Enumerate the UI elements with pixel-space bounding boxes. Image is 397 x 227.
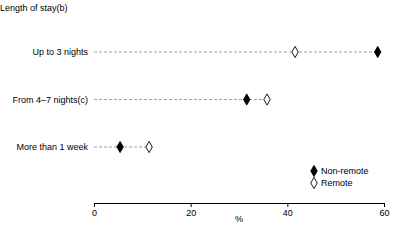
x-tick: 0 [92,203,97,218]
y-axis: Up to 3 nights From 4–7 nights(c) More tha… [12,47,88,152]
x-axis-title: % [235,214,243,224]
y-tick-label: From 4–7 nights(c) [12,95,88,105]
chart: Length of stay(b) 0 20 40 60% Up to 3 nights F… [0,0,397,227]
markers [117,46,381,152]
series [117,46,381,152]
legend-label: Non-remote [321,166,369,176]
x-tick-mark [384,203,385,207]
x-tick: 20 [186,203,196,218]
legend: Non-remote Remote [311,165,369,188]
y-tick-label: More than 1 week [16,142,88,152]
x-tick-mark [287,203,288,207]
series [146,46,298,152]
y-axis-title: Length of stay(b) [0,3,68,13]
dot [146,141,152,152]
y-tick: More than 1 week [16,142,88,152]
y-tick: From 4–7 nights(c) [12,95,88,105]
leader-line [94,99,267,100]
x-tick-mark [94,203,95,207]
dot [292,46,298,57]
dot [264,94,270,105]
dot [374,46,380,57]
leader-lines [94,52,378,147]
x-tick-mark [191,203,192,207]
leader-line [94,52,378,53]
dot [244,94,250,105]
x-tick-label: 20 [186,208,196,218]
legend-marker [311,165,317,176]
x-tick: 60 [379,203,389,218]
legend-label: Remote [321,178,353,188]
x-axis-line [95,204,385,208]
y-tick-label: Up to 3 nights [32,47,88,57]
x-tick-label: 0 [92,208,97,218]
legend-marker [311,177,317,188]
x-tick: 40 [283,203,293,218]
x-tick-label: 60 [379,208,389,218]
y-tick: Up to 3 nights [32,47,88,57]
dot [117,141,123,152]
x-tick-label: 40 [283,208,293,218]
